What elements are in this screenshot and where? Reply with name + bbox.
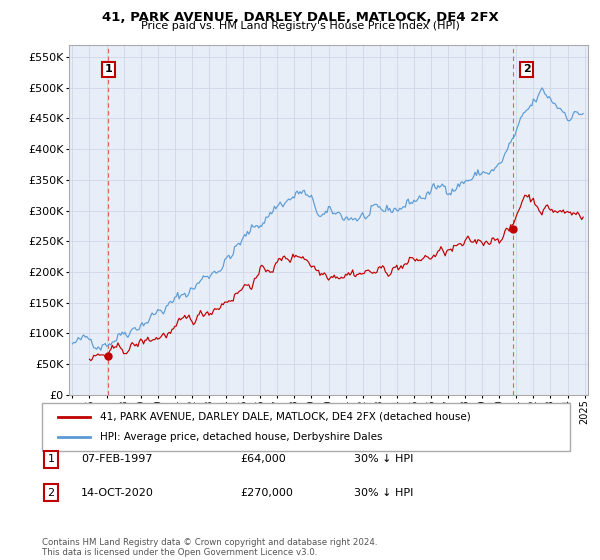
Text: Contains HM Land Registry data © Crown copyright and database right 2024.
This d: Contains HM Land Registry data © Crown c… (42, 538, 377, 557)
FancyBboxPatch shape (42, 403, 570, 451)
Text: £270,000: £270,000 (240, 488, 293, 498)
Text: 30% ↓ HPI: 30% ↓ HPI (354, 454, 413, 464)
Text: HPI: Average price, detached house, Derbyshire Dales: HPI: Average price, detached house, Derb… (100, 432, 383, 442)
Text: 30% ↓ HPI: 30% ↓ HPI (354, 488, 413, 498)
Text: £64,000: £64,000 (240, 454, 286, 464)
Text: 07-FEB-1997: 07-FEB-1997 (81, 454, 152, 464)
Text: 41, PARK AVENUE, DARLEY DALE, MATLOCK, DE4 2FX (detached house): 41, PARK AVENUE, DARLEY DALE, MATLOCK, D… (100, 412, 471, 422)
Text: 14-OCT-2020: 14-OCT-2020 (81, 488, 154, 498)
Text: 2: 2 (523, 64, 530, 74)
Text: 2: 2 (47, 488, 55, 498)
Text: 1: 1 (47, 454, 55, 464)
Text: 1: 1 (104, 64, 112, 74)
Text: 41, PARK AVENUE, DARLEY DALE, MATLOCK, DE4 2FX: 41, PARK AVENUE, DARLEY DALE, MATLOCK, D… (101, 11, 499, 24)
Text: Price paid vs. HM Land Registry's House Price Index (HPI): Price paid vs. HM Land Registry's House … (140, 21, 460, 31)
